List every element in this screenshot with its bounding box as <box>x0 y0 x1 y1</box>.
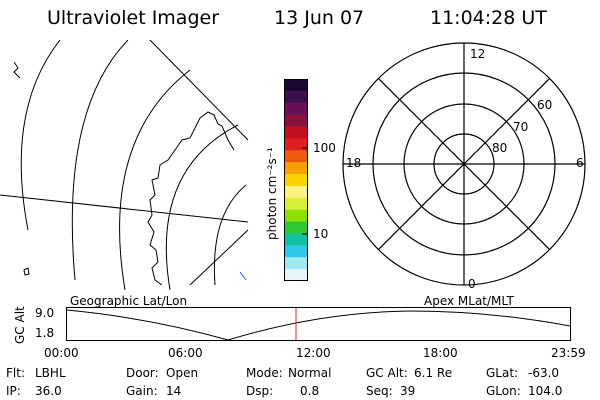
date-label: 13 Jun 07 <box>274 7 365 29</box>
status-dsp-label: Dsp: <box>246 384 274 398</box>
colorbar-tick-100: 100 <box>313 141 336 155</box>
geo-panel-label: Geographic Lat/Lon <box>70 294 188 308</box>
colorbar-segment <box>284 257 308 270</box>
status-seq-label: Seq: <box>366 384 393 398</box>
colorbar-segment <box>284 162 308 175</box>
colorbar-segment <box>284 114 308 128</box>
timeline-y-label: GC Alt <box>13 306 27 344</box>
polar-plot <box>342 42 586 286</box>
meridian-1 <box>149 40 249 141</box>
mlt-label-12: 12 <box>470 47 486 61</box>
colorbar-segment <box>284 126 308 140</box>
lat-circle-4 <box>165 124 239 290</box>
status-glon-value: 104.0 <box>528 384 563 398</box>
status-gain-value: 14 <box>166 384 182 398</box>
time-label: 11:04:28 UT <box>430 7 547 29</box>
lat-circle-5 <box>213 184 247 286</box>
status-ip-label: IP: <box>6 384 21 398</box>
colorbar-segment <box>284 150 308 163</box>
lat-label-80: 80 <box>492 141 508 155</box>
status-gcalt-label: GC Alt: <box>366 366 408 380</box>
timeline-y-tick-min: 1.8 <box>35 326 55 340</box>
timeline-x-tick-1800: 18:00 <box>423 346 458 360</box>
colorbar-unit-label: photon cm⁻²s⁻¹ <box>265 147 279 240</box>
island <box>23 267 30 276</box>
colorbar-segment <box>284 79 308 92</box>
status-mode-label: Mode: <box>246 366 283 380</box>
mlt-label-6: 6 <box>576 156 584 170</box>
lat-label-60: 60 <box>537 98 553 112</box>
colorbar-segment <box>284 233 308 246</box>
colorbar-segment <box>284 102 308 116</box>
colorbar-segment <box>284 185 308 199</box>
status-glat-value: -63.0 <box>528 366 560 380</box>
timeline-x-tick-0600: 06:00 <box>168 346 203 360</box>
geographic-map <box>0 40 249 290</box>
timeline-x-tick-1200: 12:00 <box>296 346 331 360</box>
altitude-curve <box>66 309 571 341</box>
status-glat-label: GLat: <box>486 366 519 380</box>
polar-diagonal-2 <box>377 77 551 251</box>
status-glon-label: GLon: <box>486 384 521 398</box>
status-door-value: Open <box>166 366 199 380</box>
colorbar-segment <box>284 209 308 223</box>
status-ip-value: 36.0 <box>35 384 62 398</box>
status-mode-value: Normal <box>288 366 332 380</box>
status-dsp-value: 0.8 <box>300 384 320 398</box>
coastline <box>147 111 235 286</box>
polar-panel-label: Apex MLat/MLT <box>424 294 514 308</box>
meridian-2 <box>0 194 249 223</box>
geo-marker <box>239 271 247 281</box>
timeline-x-tick-0000: 00:00 <box>44 346 79 360</box>
lat-circle-3 <box>119 69 191 290</box>
timeline-y-tick-max: 9.0 <box>35 306 55 320</box>
colorbar-segment <box>284 221 308 235</box>
lat-label-70: 70 <box>513 120 529 134</box>
mlt-label-0: 0 <box>468 277 476 291</box>
status-seq-value: 39 <box>400 384 416 398</box>
colorbar-segment <box>284 90 308 104</box>
colorbar <box>284 79 308 281</box>
timeline-x-tick-2359: 23:59 <box>551 346 586 360</box>
app-title: Ultraviolet Imager <box>47 7 220 29</box>
colorbar-segment <box>284 245 308 258</box>
meridian-3 <box>189 229 249 286</box>
coastline-fragment <box>13 61 21 79</box>
colorbar-segment <box>284 197 308 211</box>
colorbar-segment <box>284 138 308 151</box>
status-door-label: Door: <box>126 366 159 380</box>
colorbar-segment <box>284 174 308 187</box>
colorbar-tick-10: 10 <box>313 227 329 241</box>
timeline-plot <box>66 307 571 341</box>
status-gain-label: Gain: <box>126 384 158 398</box>
lat-circle-2 <box>71 40 129 281</box>
colorbar-segment <box>284 269 308 281</box>
status-flt-label: Flt: <box>6 366 25 380</box>
lat-circle-1 <box>20 40 61 231</box>
status-gcalt-value: 6.1 Re <box>414 366 453 380</box>
mlt-label-18: 18 <box>346 156 362 170</box>
status-flt-value: LBHL <box>35 366 66 380</box>
